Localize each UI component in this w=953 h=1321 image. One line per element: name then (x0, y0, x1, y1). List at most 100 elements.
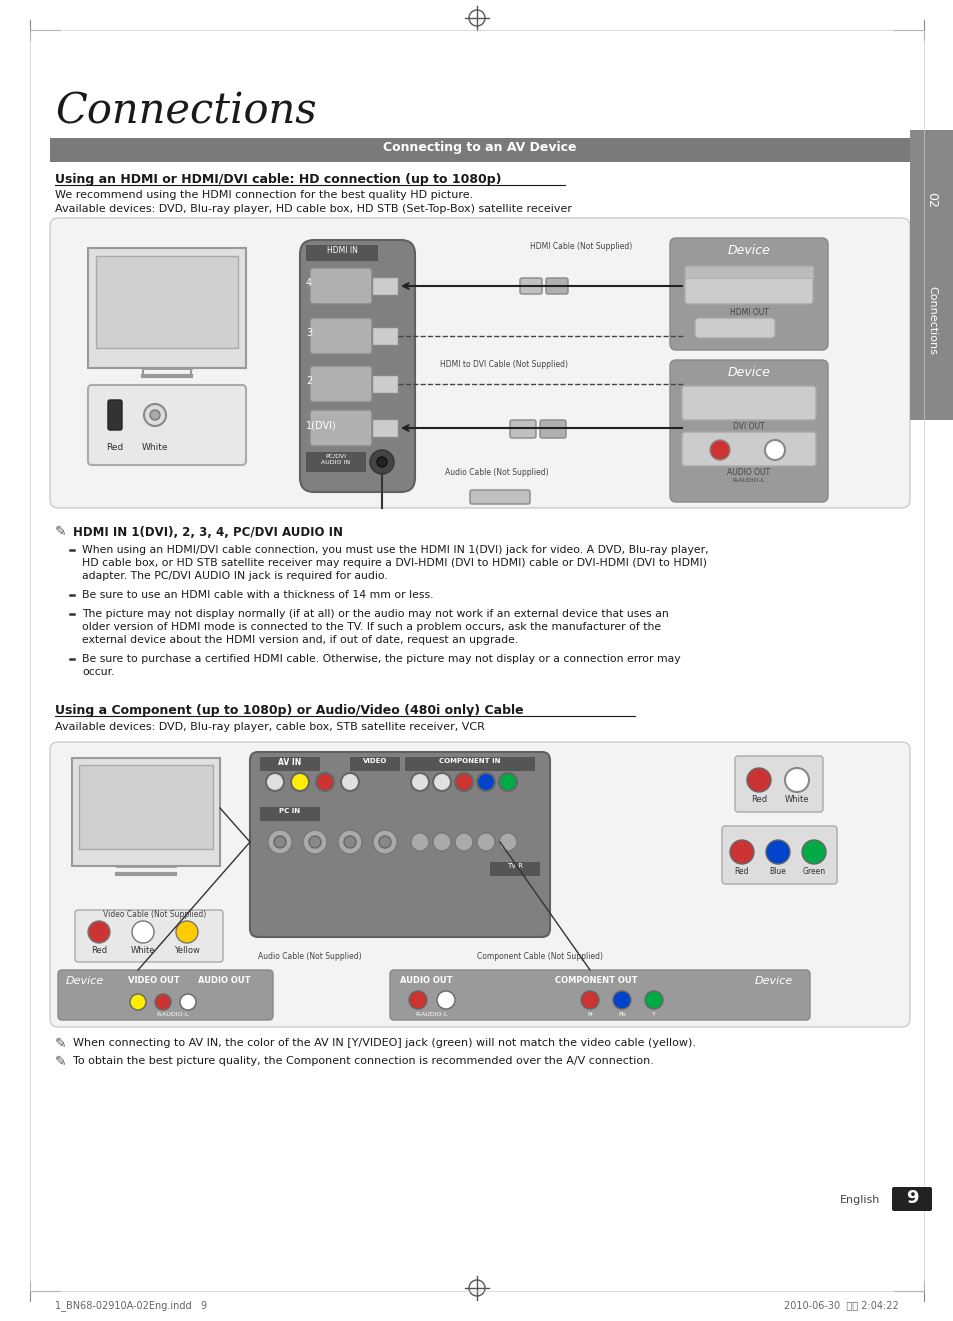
FancyBboxPatch shape (88, 384, 246, 465)
Circle shape (476, 834, 495, 851)
Circle shape (709, 440, 729, 460)
Text: White: White (131, 946, 155, 955)
Text: Red: Red (91, 946, 107, 955)
FancyBboxPatch shape (250, 752, 550, 937)
FancyBboxPatch shape (545, 277, 567, 295)
FancyBboxPatch shape (310, 268, 372, 304)
FancyBboxPatch shape (510, 420, 536, 439)
Text: Audio Cable (Not Supplied): Audio Cable (Not Supplied) (444, 468, 548, 477)
Text: TV R: TV R (506, 863, 522, 869)
FancyBboxPatch shape (681, 432, 815, 466)
Circle shape (315, 773, 334, 791)
Bar (88, 248, 246, 369)
Bar (306, 244, 377, 262)
Text: HDMI IN: HDMI IN (326, 246, 357, 255)
FancyBboxPatch shape (669, 238, 827, 350)
Circle shape (801, 840, 825, 864)
Text: English: English (840, 1196, 880, 1205)
Text: We recommend using the HDMI connection for the best quality HD picture.: We recommend using the HDMI connection f… (55, 190, 473, 199)
Text: AV IN: AV IN (278, 758, 301, 768)
Circle shape (337, 830, 361, 853)
Text: ✎: ✎ (55, 524, 67, 539)
Circle shape (411, 773, 429, 791)
Circle shape (88, 921, 110, 943)
Text: Blue: Blue (769, 867, 785, 876)
FancyBboxPatch shape (58, 970, 273, 1020)
Text: AUDIO IN: AUDIO IN (321, 460, 350, 465)
Circle shape (729, 840, 753, 864)
Circle shape (644, 991, 662, 1009)
FancyBboxPatch shape (50, 742, 909, 1026)
Text: When using an HDMI/DVI cable connection, you must use the HDMI IN 1(DVI) jack fo: When using an HDMI/DVI cable connection,… (82, 546, 708, 555)
Text: Device: Device (66, 976, 104, 985)
Text: PC/DVI: PC/DVI (325, 453, 346, 458)
Text: When connecting to AV IN, the color of the AV IN [Y/VIDEO] jack (green) will not: When connecting to AV IN, the color of t… (73, 1038, 696, 1048)
Text: Device: Device (727, 244, 770, 258)
Text: Available devices: DVD, Blu-ray player, HD cable box, HD STB (Set-Top-Box) satel: Available devices: DVD, Blu-ray player, … (55, 203, 572, 214)
Bar (684, 266, 812, 277)
Text: 02: 02 (924, 192, 938, 207)
Text: White: White (142, 443, 168, 452)
Bar (490, 863, 539, 876)
Circle shape (268, 830, 292, 853)
Circle shape (370, 450, 394, 474)
Text: Audio Cable (Not Supplied): Audio Cable (Not Supplied) (258, 952, 361, 960)
FancyBboxPatch shape (390, 970, 809, 1020)
Circle shape (150, 410, 160, 420)
Circle shape (340, 773, 358, 791)
FancyBboxPatch shape (75, 910, 223, 962)
Text: Connecting to an AV Device: Connecting to an AV Device (383, 141, 577, 155)
FancyBboxPatch shape (310, 318, 372, 354)
Text: ✎: ✎ (55, 1037, 67, 1052)
Text: Using an HDMI or HDMI/DVI cable: HD connection (up to 1080p): Using an HDMI or HDMI/DVI cable: HD conn… (55, 173, 501, 186)
Text: VIDEO: VIDEO (362, 758, 387, 764)
Circle shape (175, 921, 198, 943)
Text: adapter. The PC/DVI AUDIO IN jack is required for audio.: adapter. The PC/DVI AUDIO IN jack is req… (82, 571, 387, 581)
Text: Component Cable (Not Supplied): Component Cable (Not Supplied) (476, 952, 602, 960)
FancyBboxPatch shape (681, 386, 815, 420)
Circle shape (344, 836, 355, 848)
Circle shape (376, 457, 387, 468)
FancyBboxPatch shape (470, 490, 530, 505)
Text: Y: Y (652, 1012, 656, 1017)
Text: R-AUDIO-L: R-AUDIO-L (732, 478, 764, 483)
FancyBboxPatch shape (669, 361, 827, 502)
Circle shape (291, 773, 309, 791)
Bar (96, 256, 237, 347)
Bar (71, 758, 220, 867)
Text: 2: 2 (306, 376, 312, 386)
Circle shape (154, 993, 171, 1011)
Text: ✎: ✎ (55, 1055, 67, 1069)
Circle shape (373, 830, 396, 853)
Bar (260, 807, 319, 820)
FancyBboxPatch shape (684, 266, 812, 304)
Circle shape (476, 773, 495, 791)
Circle shape (784, 768, 808, 793)
Text: 3: 3 (306, 328, 312, 338)
Text: Pb: Pb (618, 1012, 625, 1017)
Text: The picture may not display normally (if at all) or the audio may not work if an: The picture may not display normally (if… (82, 609, 668, 620)
Text: HD cable box, or HD STB satellite receiver may require a DVI-HDMI (DVI to HDMI) : HD cable box, or HD STB satellite receiv… (82, 557, 706, 568)
FancyBboxPatch shape (721, 826, 836, 884)
Bar (909, 129, 953, 420)
FancyBboxPatch shape (50, 218, 909, 509)
Circle shape (274, 836, 286, 848)
Bar (372, 375, 397, 394)
FancyBboxPatch shape (539, 420, 565, 439)
Bar (372, 328, 397, 345)
Text: Red: Red (734, 867, 748, 876)
Text: Video Cable (Not Supplied): Video Cable (Not Supplied) (103, 910, 207, 919)
Bar (79, 765, 213, 849)
Text: Connections: Connections (926, 285, 936, 354)
Bar (372, 277, 397, 295)
Text: COMPONENT OUT: COMPONENT OUT (555, 976, 637, 985)
Text: 2010-06-30  오후 2:04:22: 2010-06-30 오후 2:04:22 (783, 1300, 898, 1310)
Text: Green: Green (801, 867, 824, 876)
Circle shape (411, 834, 429, 851)
Text: AUDIO OUT: AUDIO OUT (727, 468, 770, 477)
Text: older version of HDMI mode is connected to the TV. If such a problem occurs, ask: older version of HDMI mode is connected … (82, 622, 660, 631)
Circle shape (130, 993, 146, 1011)
FancyBboxPatch shape (519, 277, 541, 295)
FancyBboxPatch shape (108, 400, 122, 431)
Circle shape (455, 834, 473, 851)
